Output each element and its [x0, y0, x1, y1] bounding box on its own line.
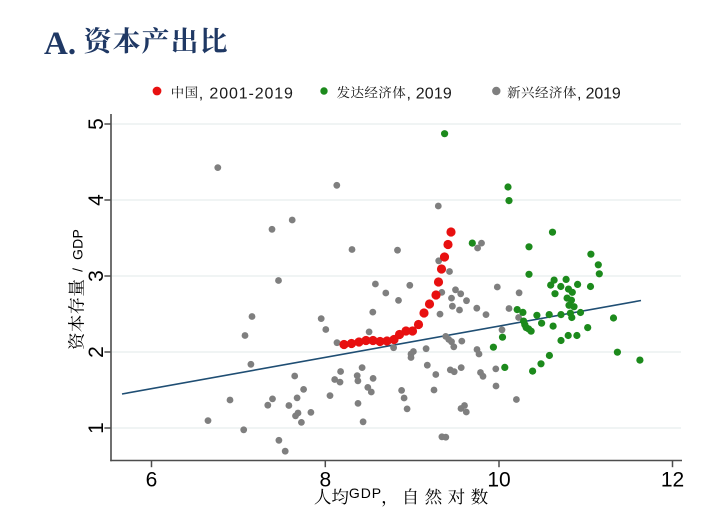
svg-text:GDP: GDP [349, 485, 381, 501]
svg-text:10: 10 [487, 468, 510, 491]
svg-text:, 2019: , 2019 [577, 86, 621, 103]
svg-text:6: 6 [146, 468, 158, 491]
svg-text:2: 2 [85, 346, 108, 358]
svg-text:5: 5 [85, 118, 108, 130]
svg-text:3: 3 [85, 270, 108, 282]
svg-text:, 2001-2019: , 2001-2019 [199, 86, 293, 103]
svg-text:8: 8 [319, 468, 331, 491]
svg-text:A.: A. [44, 26, 76, 62]
svg-text:/: / [70, 268, 86, 272]
svg-text:, 2019: , 2019 [407, 86, 452, 103]
svg-text:1: 1 [85, 422, 108, 434]
svg-text:12: 12 [661, 468, 684, 491]
svg-text:GDP: GDP [70, 229, 86, 260]
svg-text:4: 4 [85, 194, 108, 206]
